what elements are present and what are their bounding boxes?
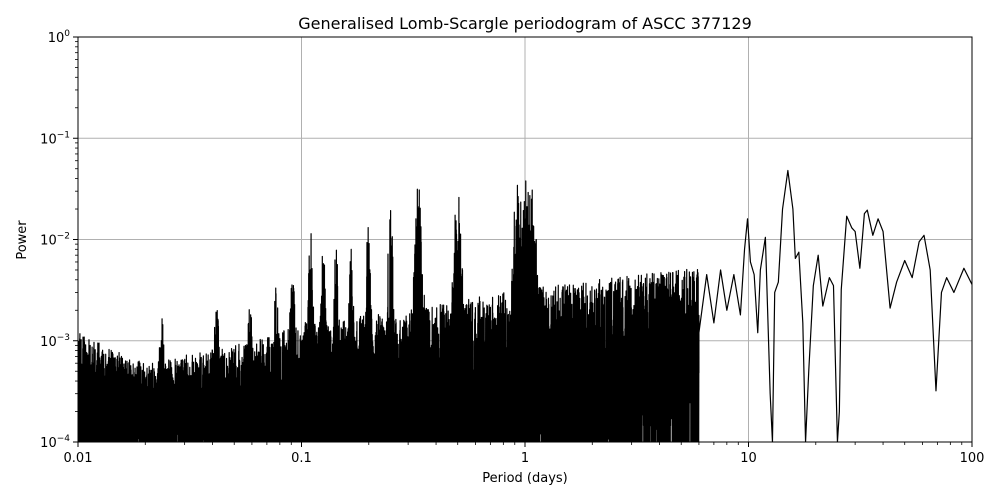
y-axis-ticks: 10−4 10−3 10−2 10−1 100 [40, 29, 78, 451]
x-tick-label: 100 [960, 451, 985, 466]
y-axis-label: Power [15, 220, 30, 260]
x-tick-label: 0.1 [291, 451, 312, 466]
y-tick-label: 10−2 [40, 232, 70, 249]
x-tick-label: 0.01 [64, 451, 93, 466]
x-axis-ticks: 0.01 0.1 1 10 100 [64, 442, 985, 466]
power-series [78, 169, 972, 442]
x-tick-label: 1 [521, 451, 529, 466]
y-tick-label: 10−1 [40, 130, 70, 147]
y-tick-label: 10−4 [40, 434, 70, 451]
y-tick-label: 100 [48, 29, 71, 46]
y-tick-label: 10−3 [40, 333, 70, 350]
periodogram-line [78, 169, 972, 442]
x-tick-label: 10 [740, 451, 757, 466]
chart-title: Generalised Lomb-Scargle periodogram of … [298, 14, 752, 33]
x-axis-label: Period (days) [482, 471, 568, 486]
